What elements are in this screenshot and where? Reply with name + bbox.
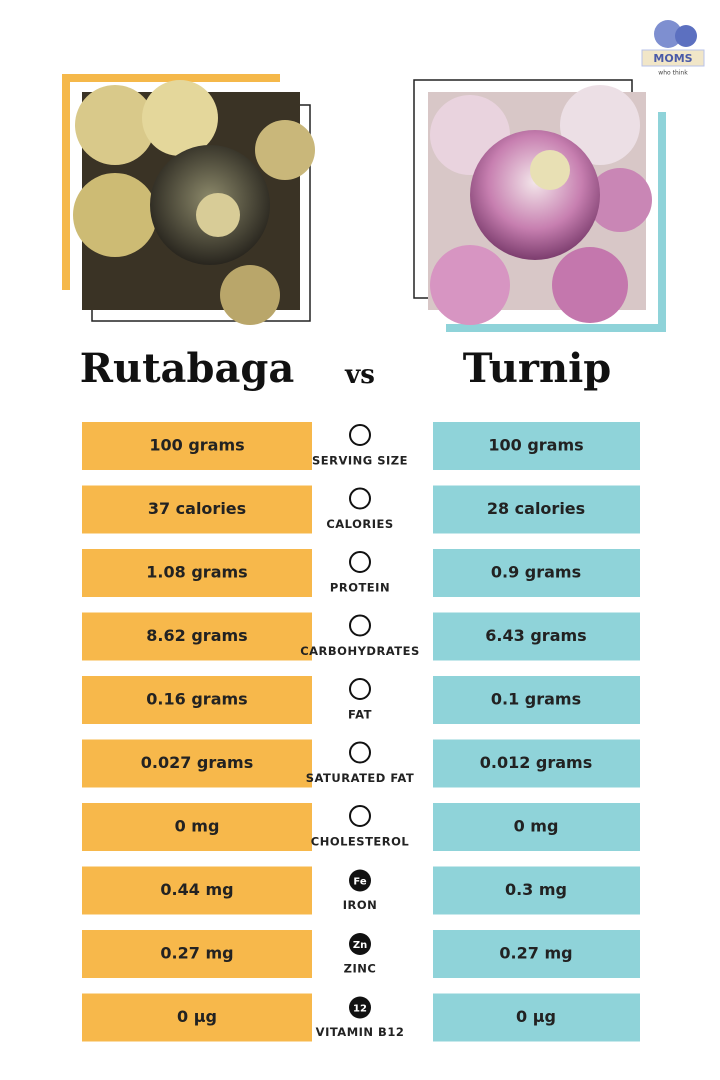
vs: vs [344,360,375,390]
left-value: 8.62 grams [146,626,247,645]
left-value: 0.16 grams [146,690,247,709]
nutrient-label: IRON [343,898,378,912]
nutrient-label: SATURATED FAT [306,771,414,785]
right-cell [433,930,640,978]
rows: 100 grams 100 grams SERVING SIZE 37 calorie… [82,422,640,1042]
icon [349,996,371,1019]
right-value: 0.9 grams [491,563,581,582]
icon [349,805,371,827]
nutrient-label: ZINC [344,962,377,976]
icon [349,869,371,892]
icon-text: Fe [353,877,366,888]
right-cell [433,739,640,788]
nutrient-label: CHOLESTEROL [311,835,410,849]
left-cell [82,803,312,851]
left-value: 0.44 mg [160,880,233,899]
left-value: 37 calories [148,499,246,518]
turnip-photo [413,79,666,332]
left-title: Rutabaga [80,345,295,392]
right-cell [433,612,640,661]
right-value: 0 mg [514,817,559,836]
right-title: Turnip [463,345,612,392]
left-value: 100 grams [149,436,244,455]
nutrient-label: PROTEIN [330,581,390,595]
rutabaga-photo [62,74,315,325]
nutrient-label: SERVING SIZE [312,454,408,468]
right-value: 0.012 grams [480,753,593,772]
right-cell [433,422,640,470]
logo-text: MOMS [653,52,692,65]
right-cell [433,485,640,534]
left-value: 0.027 grams [141,753,254,772]
nutrient-label: CARBOHYDRATES [300,644,420,658]
icon [349,741,371,764]
right-cell [433,676,640,724]
left-value: 0 µg [177,1007,217,1026]
icon [349,933,371,955]
left-cell [82,676,312,724]
right-value: 0.3 mg [505,880,567,899]
icon [349,678,371,700]
right-value: 0 µg [516,1007,556,1026]
logo-tagline: who think [658,70,688,77]
left-cell [82,422,312,470]
icon-text: 12 [353,1004,367,1015]
right-value: 100 grams [488,436,583,455]
left-value: 0 mg [175,817,220,836]
nutrient-label: CALORIES [326,517,393,531]
right-value: 28 calories [487,499,585,518]
left-cell [82,866,312,915]
left-cell [82,612,312,661]
right-value: 6.43 grams [485,626,586,645]
right-value: 0.27 mg [499,944,572,963]
right-cell [433,866,640,915]
left-cell [82,485,312,534]
left-cell [82,930,312,978]
right-cell [433,549,640,597]
left-value: 0.27 mg [160,944,233,963]
icon [349,614,371,637]
icon [349,487,371,510]
left-cell [82,993,312,1042]
icon-text: Zn [353,940,367,951]
icon [349,551,371,573]
left-cell [82,549,312,597]
nutrient-label: FAT [348,708,372,722]
left-value: 1.08 grams [146,563,247,582]
icon [349,424,371,446]
left-cell [82,739,312,788]
right-cell [433,993,640,1042]
logo: MOMS who think [641,20,705,77]
right-value: 0.1 grams [491,690,581,709]
nutrient-label: VITAMIN B12 [316,1025,405,1039]
right-cell [433,803,640,851]
